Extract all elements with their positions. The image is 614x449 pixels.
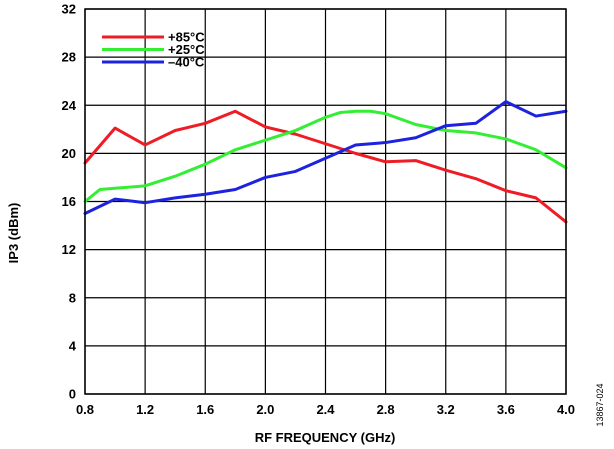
y-tick-label: 16 [62,194,76,209]
y-axis-ticks: 0 4 8 12 16 20 24 28 32 [62,2,77,402]
legend-label: +25°C [168,42,205,57]
x-tick-label: 2.0 [256,402,274,417]
x-tick-label: 1.6 [196,402,214,417]
series-line [83,109,568,224]
y-tick-label: 24 [62,98,77,113]
x-tick-label: 1.2 [136,402,154,417]
series-line [83,100,568,216]
y-axis-title: IP3 (dBm) [6,203,21,264]
legend: +85°C+25°C–40°C [102,30,205,70]
legend-label: –40°C [168,55,205,70]
y-tick-label: 12 [62,242,76,257]
y-tick-label: 32 [62,2,76,17]
x-tick-label: 4.0 [557,402,575,417]
y-tick-label: 0 [69,387,76,402]
x-tick-label: 3.2 [437,402,455,417]
series-lines [83,100,568,224]
x-tick-label: 0.8 [76,402,94,417]
legend-label: +85°C [168,30,205,45]
x-tick-label: 2.4 [316,402,335,417]
plot-frame [84,8,567,395]
series-line [83,109,568,203]
x-axis-title: RF FREQUENCY (GHz) [255,430,396,445]
x-tick-label: 2.8 [377,402,395,417]
y-tick-label: 8 [69,290,76,305]
y-tick-label: 28 [62,50,76,65]
y-tick-label: 20 [62,146,76,161]
y-tick-label: 4 [69,338,77,353]
plot-border [84,8,567,395]
x-axis-ticks: 0.8 1.2 1.6 2.0 2.4 2.8 3.2 3.6 4.0 [76,402,575,417]
x-tick-label: 3.6 [497,402,515,417]
figure-id: 13867-024 [595,383,605,426]
